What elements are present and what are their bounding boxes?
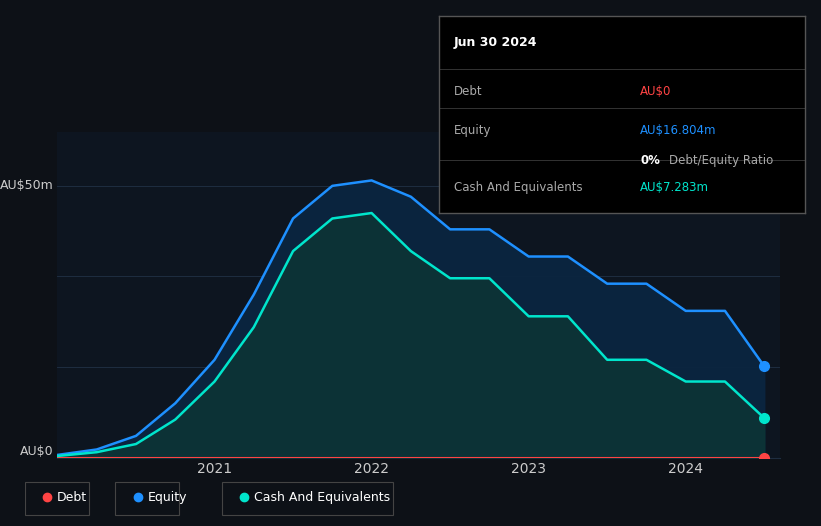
Text: AU$0: AU$0 — [21, 444, 54, 458]
Text: Cash And Equivalents: Cash And Equivalents — [255, 491, 390, 503]
Text: Cash And Equivalents: Cash And Equivalents — [454, 181, 582, 195]
Text: Debt/Equity Ratio: Debt/Equity Ratio — [669, 154, 773, 167]
Text: Equity: Equity — [454, 124, 491, 137]
FancyBboxPatch shape — [222, 482, 392, 514]
Text: AU$50m: AU$50m — [0, 179, 54, 193]
Text: Debt: Debt — [57, 491, 87, 503]
Text: AU$0: AU$0 — [640, 85, 672, 98]
Text: 0%: 0% — [640, 154, 660, 167]
Text: Jun 30 2024: Jun 30 2024 — [454, 36, 538, 48]
FancyBboxPatch shape — [115, 482, 180, 514]
Text: Equity: Equity — [148, 491, 187, 503]
Text: AU$16.804m: AU$16.804m — [640, 124, 717, 137]
FancyBboxPatch shape — [25, 482, 89, 514]
Text: AU$7.283m: AU$7.283m — [640, 181, 709, 195]
Text: Debt: Debt — [454, 85, 483, 98]
